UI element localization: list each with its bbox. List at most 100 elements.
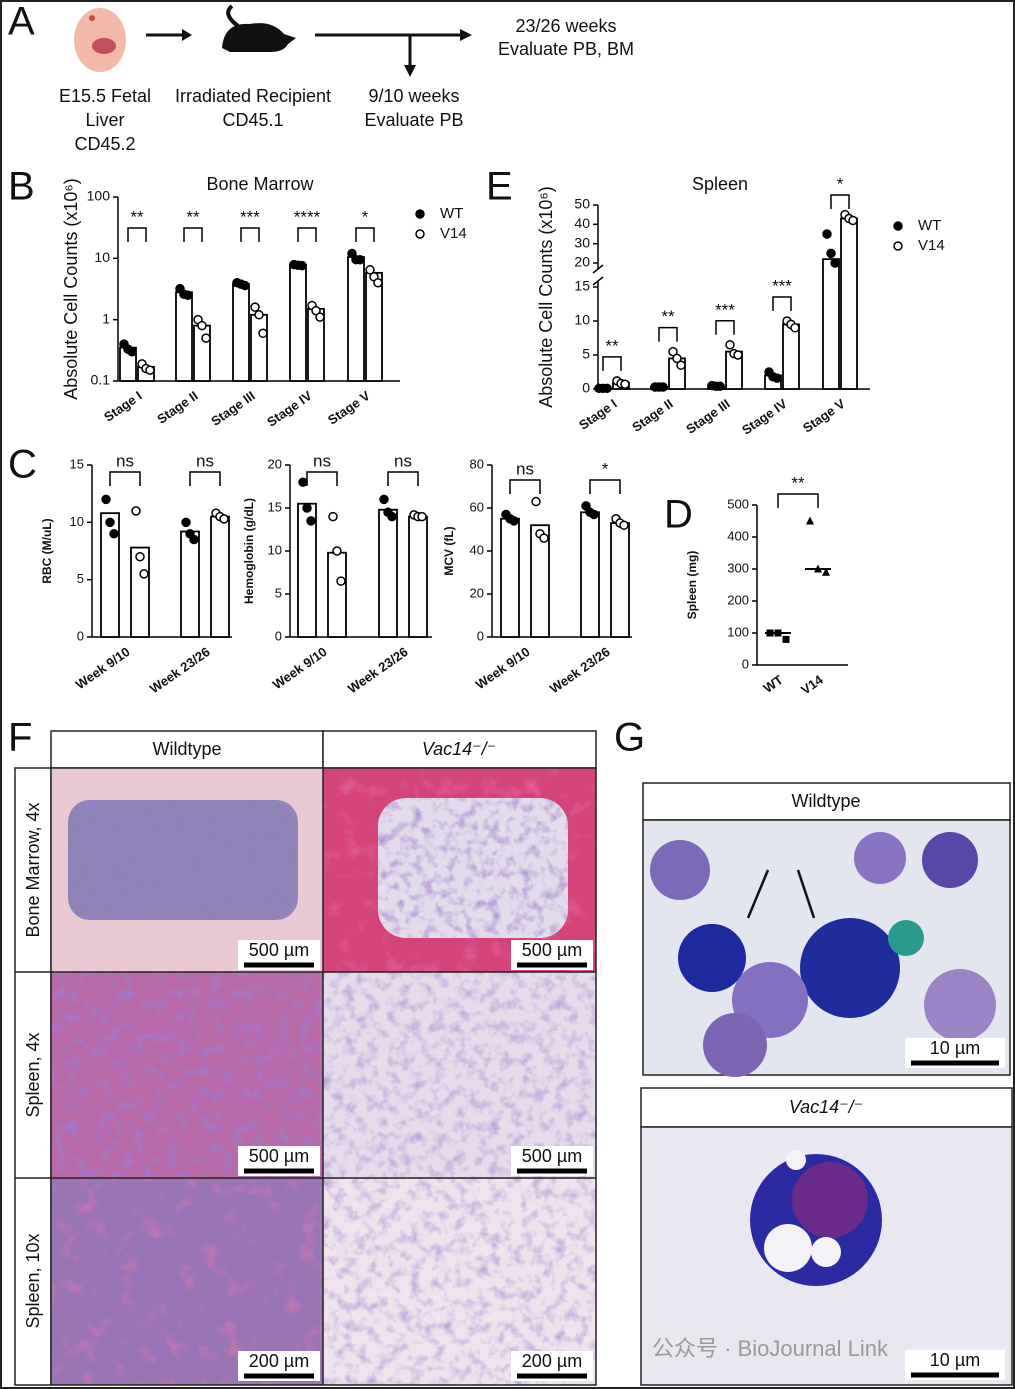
- y-tick-label: 0: [275, 628, 282, 643]
- data-point: [254, 310, 264, 320]
- legend-label: WT: [918, 217, 941, 234]
- bar: [180, 530, 200, 638]
- data-point: [302, 503, 312, 513]
- bar: [610, 522, 630, 638]
- data-point: [509, 516, 519, 526]
- watermark: 公众号 · BioJournal Link: [652, 1336, 889, 1361]
- y-tick-label: 20: [268, 456, 282, 471]
- grid-borders: [50, 767, 597, 1386]
- significance-bracket: [306, 471, 338, 486]
- data-point: [676, 360, 686, 370]
- y-tick-label: 0: [477, 628, 484, 643]
- y-tick-label: 1: [102, 310, 110, 326]
- bar: [408, 515, 428, 638]
- texture: [323, 1178, 596, 1385]
- data-point: [131, 506, 141, 516]
- scale-bar-label: 500 µm: [249, 940, 309, 960]
- significance-label: ns: [196, 451, 214, 470]
- data-point: [417, 511, 427, 522]
- mouse-icon: [222, 23, 296, 52]
- vacuole: [811, 1237, 841, 1267]
- scale-bars: 500 µm 500 µm 500 µm 500 µm 200 µm 200 µm: [238, 940, 593, 1381]
- y-tick-label: 5: [582, 346, 590, 362]
- data-point: [782, 635, 790, 643]
- step-label: E15.5 Fetal: [59, 86, 151, 106]
- step-label: 23/26 weeks: [515, 16, 616, 36]
- scale-bar-label: 200 µm: [249, 1351, 309, 1371]
- y-tick-label: 100: [87, 188, 111, 204]
- data-point: [306, 516, 316, 526]
- bar: [500, 517, 520, 638]
- y-tick-label: 15: [574, 278, 590, 294]
- step-label: Evaluate PB, BM: [498, 39, 634, 59]
- data-point: [715, 381, 725, 392]
- bar: [782, 323, 800, 390]
- data-point: [328, 511, 338, 522]
- y-tick-label: 20: [470, 585, 484, 600]
- y-axis-label: Absolute Cell Counts (x10⁶): [61, 178, 81, 400]
- y-tick-label: 60: [470, 499, 484, 514]
- significance-bracket: [777, 493, 819, 508]
- texture: [378, 798, 568, 938]
- bar: [210, 515, 230, 638]
- significance-label: *: [362, 207, 369, 226]
- scale-bar-label: 10 µm: [930, 1350, 980, 1370]
- data-point: [668, 346, 678, 357]
- arrow: [746, 869, 770, 919]
- cell: [650, 840, 710, 900]
- data-point: [135, 551, 145, 562]
- vacuole: [764, 1224, 812, 1272]
- y-tick-label: 10: [94, 249, 110, 265]
- significance-bracket: [602, 356, 622, 371]
- step-label: Evaluate PB: [364, 110, 463, 130]
- cell: [888, 920, 924, 956]
- y-tick-label: 5: [275, 585, 282, 600]
- data-point: [387, 511, 397, 522]
- significance-label: **: [605, 336, 619, 355]
- significance-label: ****: [294, 207, 321, 226]
- significance-bracket: [772, 296, 792, 311]
- step-label: Irradiated Recipient: [175, 86, 331, 106]
- data-point: [790, 323, 800, 333]
- significance-label: ns: [394, 451, 412, 470]
- row-title: Spleen, 10x: [23, 1233, 43, 1328]
- panel-label: B: [8, 165, 35, 209]
- y-tick-label: 80: [470, 456, 484, 471]
- significance-bracket: [240, 227, 260, 242]
- data-point: [197, 320, 207, 331]
- y-tick-label: 15: [70, 456, 84, 471]
- y-tick-label: 300: [727, 560, 749, 575]
- y-tick-label: 15: [268, 499, 282, 514]
- panel-title: Wildtype: [791, 791, 860, 811]
- significance-label: ***: [715, 300, 735, 319]
- significance-bracket: [715, 320, 735, 335]
- data-point: [127, 346, 137, 357]
- panel-header: [642, 782, 1011, 821]
- data-point: [219, 514, 229, 524]
- panel-label: D: [664, 493, 693, 537]
- row-header: [14, 767, 52, 1386]
- data-point: [298, 477, 308, 487]
- row-title: Spleen, 4x: [23, 1032, 43, 1117]
- y-tick-label: 20: [574, 254, 590, 270]
- legend-label: V14: [918, 237, 945, 254]
- axis-break: [592, 276, 604, 286]
- y-tick-label: 5: [77, 571, 84, 586]
- legend-label: WT: [440, 205, 463, 222]
- legend-marker: [893, 221, 903, 231]
- data-point: [589, 509, 599, 520]
- significance-bracket: [387, 471, 419, 486]
- embryo-eye: [89, 15, 95, 21]
- texture: [68, 800, 298, 920]
- data-point: [183, 290, 193, 301]
- data-point: [772, 373, 782, 383]
- data-point: [355, 254, 365, 265]
- significance-bracket: [183, 227, 203, 242]
- y-tick-label: 50: [574, 196, 590, 212]
- data-point: [379, 494, 389, 505]
- data-point: [620, 379, 630, 389]
- y-tick-label: 10: [70, 514, 84, 529]
- significance-bracket: [830, 194, 850, 209]
- panel-label: C: [8, 443, 37, 487]
